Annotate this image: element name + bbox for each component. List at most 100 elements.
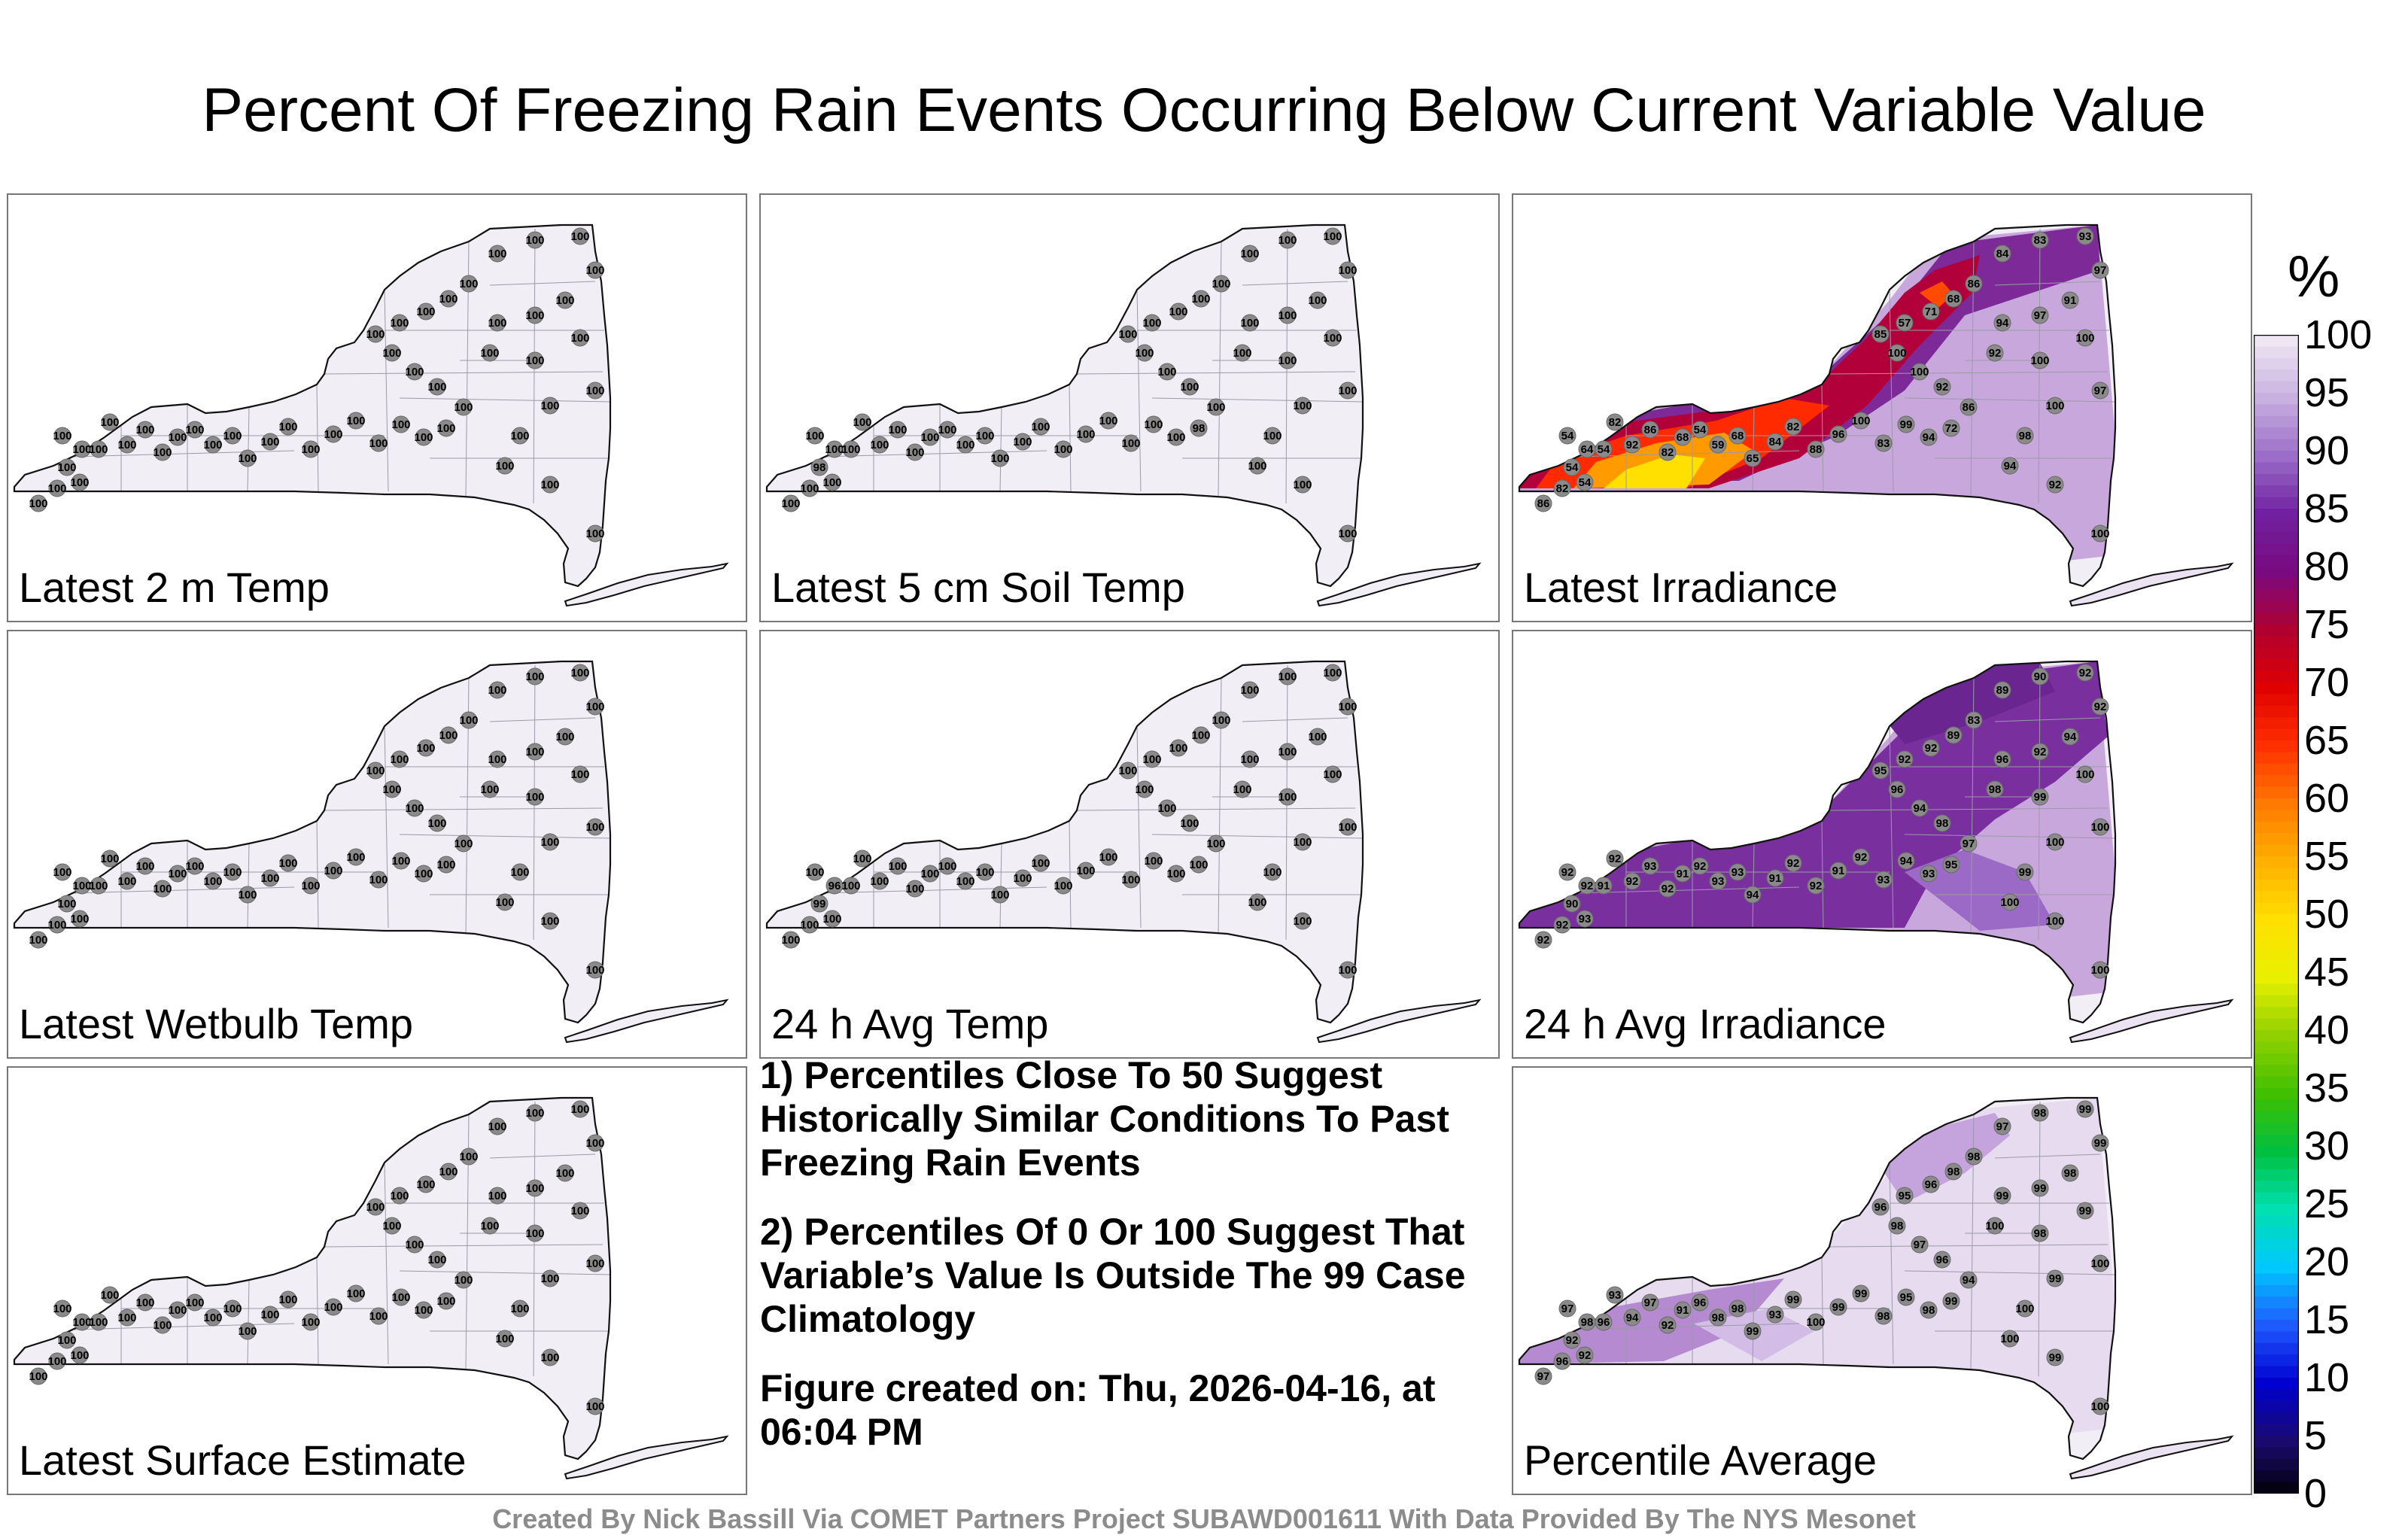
county-line xyxy=(399,834,610,839)
station-marker xyxy=(383,780,401,798)
station-value: 100 xyxy=(853,853,871,865)
station-value: 100 xyxy=(525,791,544,804)
station-value: 100 xyxy=(436,859,455,871)
station-value: 99 xyxy=(2019,866,2032,879)
station-value: 100 xyxy=(540,1351,559,1364)
colorbar-segment xyxy=(2254,949,2299,962)
colorbar-segment xyxy=(2254,926,2299,938)
station-value: 100 xyxy=(2075,768,2094,781)
colorbar-segment xyxy=(2254,1007,2299,1020)
station-value: 100 xyxy=(1157,802,1176,815)
colorbar-tick-label: 40 xyxy=(2304,1008,2350,1053)
station-marker xyxy=(1766,1306,1784,1324)
station-value: 99 xyxy=(2049,1272,2062,1285)
station-value: 99 xyxy=(1832,1301,1845,1314)
station-value: 100 xyxy=(1212,278,1230,290)
station-marker xyxy=(1339,261,1357,279)
station-marker xyxy=(455,1271,473,1289)
station-marker xyxy=(1807,1313,1825,1331)
station-marker xyxy=(1122,434,1140,452)
station-marker xyxy=(1324,227,1342,245)
station-marker xyxy=(1339,381,1357,400)
station-marker xyxy=(186,1293,204,1312)
station-value: 94 xyxy=(1923,431,1935,444)
station-marker xyxy=(2031,351,2049,369)
station-marker xyxy=(526,1224,544,1242)
county-line xyxy=(324,1244,604,1248)
county-line xyxy=(1752,843,1755,929)
station-value: 100 xyxy=(1031,421,1050,433)
colorbar-segment xyxy=(2254,1331,2299,1344)
station-marker xyxy=(437,856,455,874)
station-value: 93 xyxy=(1769,1309,1782,1321)
station-value: 100 xyxy=(495,896,514,909)
station-value: 89 xyxy=(1996,684,2009,697)
station-marker xyxy=(1558,1299,1576,1318)
station-marker xyxy=(1576,473,1594,491)
station-marker xyxy=(1143,750,1161,768)
station-marker xyxy=(154,443,172,461)
colorbar-segment xyxy=(2254,462,2299,475)
station-marker xyxy=(1874,1307,1893,1325)
station-marker xyxy=(1659,443,1677,461)
station-marker xyxy=(2091,1397,2109,1415)
station-value: 100 xyxy=(416,1178,435,1191)
station-value: 100 xyxy=(454,401,473,414)
panel-label: 24 h Avg Temp xyxy=(771,1000,1049,1047)
station-marker xyxy=(391,750,409,768)
station-marker xyxy=(1207,398,1225,416)
colorbar-segment xyxy=(2254,705,2299,718)
colorbar-segment xyxy=(2254,1296,2299,1309)
station-marker xyxy=(1920,865,1938,883)
colorbar-tick-label: 15 xyxy=(2304,1297,2350,1342)
station-value: 100 xyxy=(2045,400,2064,412)
station-value: 100 xyxy=(525,354,544,367)
station-marker xyxy=(417,302,435,321)
shaded-region xyxy=(1519,661,2108,928)
station-value: 100 xyxy=(223,1302,242,1315)
station-value: 98 xyxy=(1891,1220,1904,1233)
station-marker xyxy=(853,850,871,868)
colorbar-segment xyxy=(2254,589,2299,602)
station-marker xyxy=(415,865,433,883)
station-value: 100 xyxy=(47,1355,66,1368)
station-value: 100 xyxy=(278,421,297,433)
station-value: 100 xyxy=(278,857,297,870)
station-value: 97 xyxy=(2034,309,2047,322)
county-line xyxy=(1889,725,1894,929)
station-value: 100 xyxy=(1031,857,1050,870)
colorbar-tick-label: 90 xyxy=(2304,428,2350,473)
station-marker xyxy=(1309,291,1327,309)
station-value: 100 xyxy=(488,1120,506,1133)
station-value: 98 xyxy=(1732,1302,1744,1315)
station-marker xyxy=(1563,895,1581,913)
colorbar-segment xyxy=(2254,1030,2299,1042)
county-line xyxy=(1889,289,1894,492)
colorbar-tick-label: 20 xyxy=(2304,1239,2350,1284)
long-island xyxy=(564,999,729,1044)
station-marker xyxy=(2031,306,2049,324)
station-marker xyxy=(571,227,589,245)
station-value: 100 xyxy=(454,837,473,850)
station-value: 100 xyxy=(1806,1316,1825,1329)
station-value: 100 xyxy=(570,1103,589,1116)
county-line xyxy=(1242,717,1348,722)
station-value: 97 xyxy=(1537,1370,1550,1383)
station-marker xyxy=(324,862,342,880)
colorbar-segment xyxy=(2254,1400,2299,1413)
station-marker xyxy=(1553,1352,1571,1370)
colorbar-segment xyxy=(2254,844,2299,857)
station-value: 100 xyxy=(390,1190,409,1202)
station-marker xyxy=(1212,711,1230,729)
station-value: 100 xyxy=(203,875,222,888)
station-marker xyxy=(1158,799,1176,817)
station-marker xyxy=(366,325,385,343)
station-value: 92 xyxy=(1537,934,1550,947)
colorbar-segment xyxy=(2254,357,2299,370)
station-marker xyxy=(1233,780,1251,798)
colorbar-segment xyxy=(2254,543,2299,556)
station-value: 100 xyxy=(555,731,574,743)
station-value: 86 xyxy=(1537,497,1550,510)
station-marker xyxy=(2076,227,2094,245)
state-fill xyxy=(767,661,1363,1023)
